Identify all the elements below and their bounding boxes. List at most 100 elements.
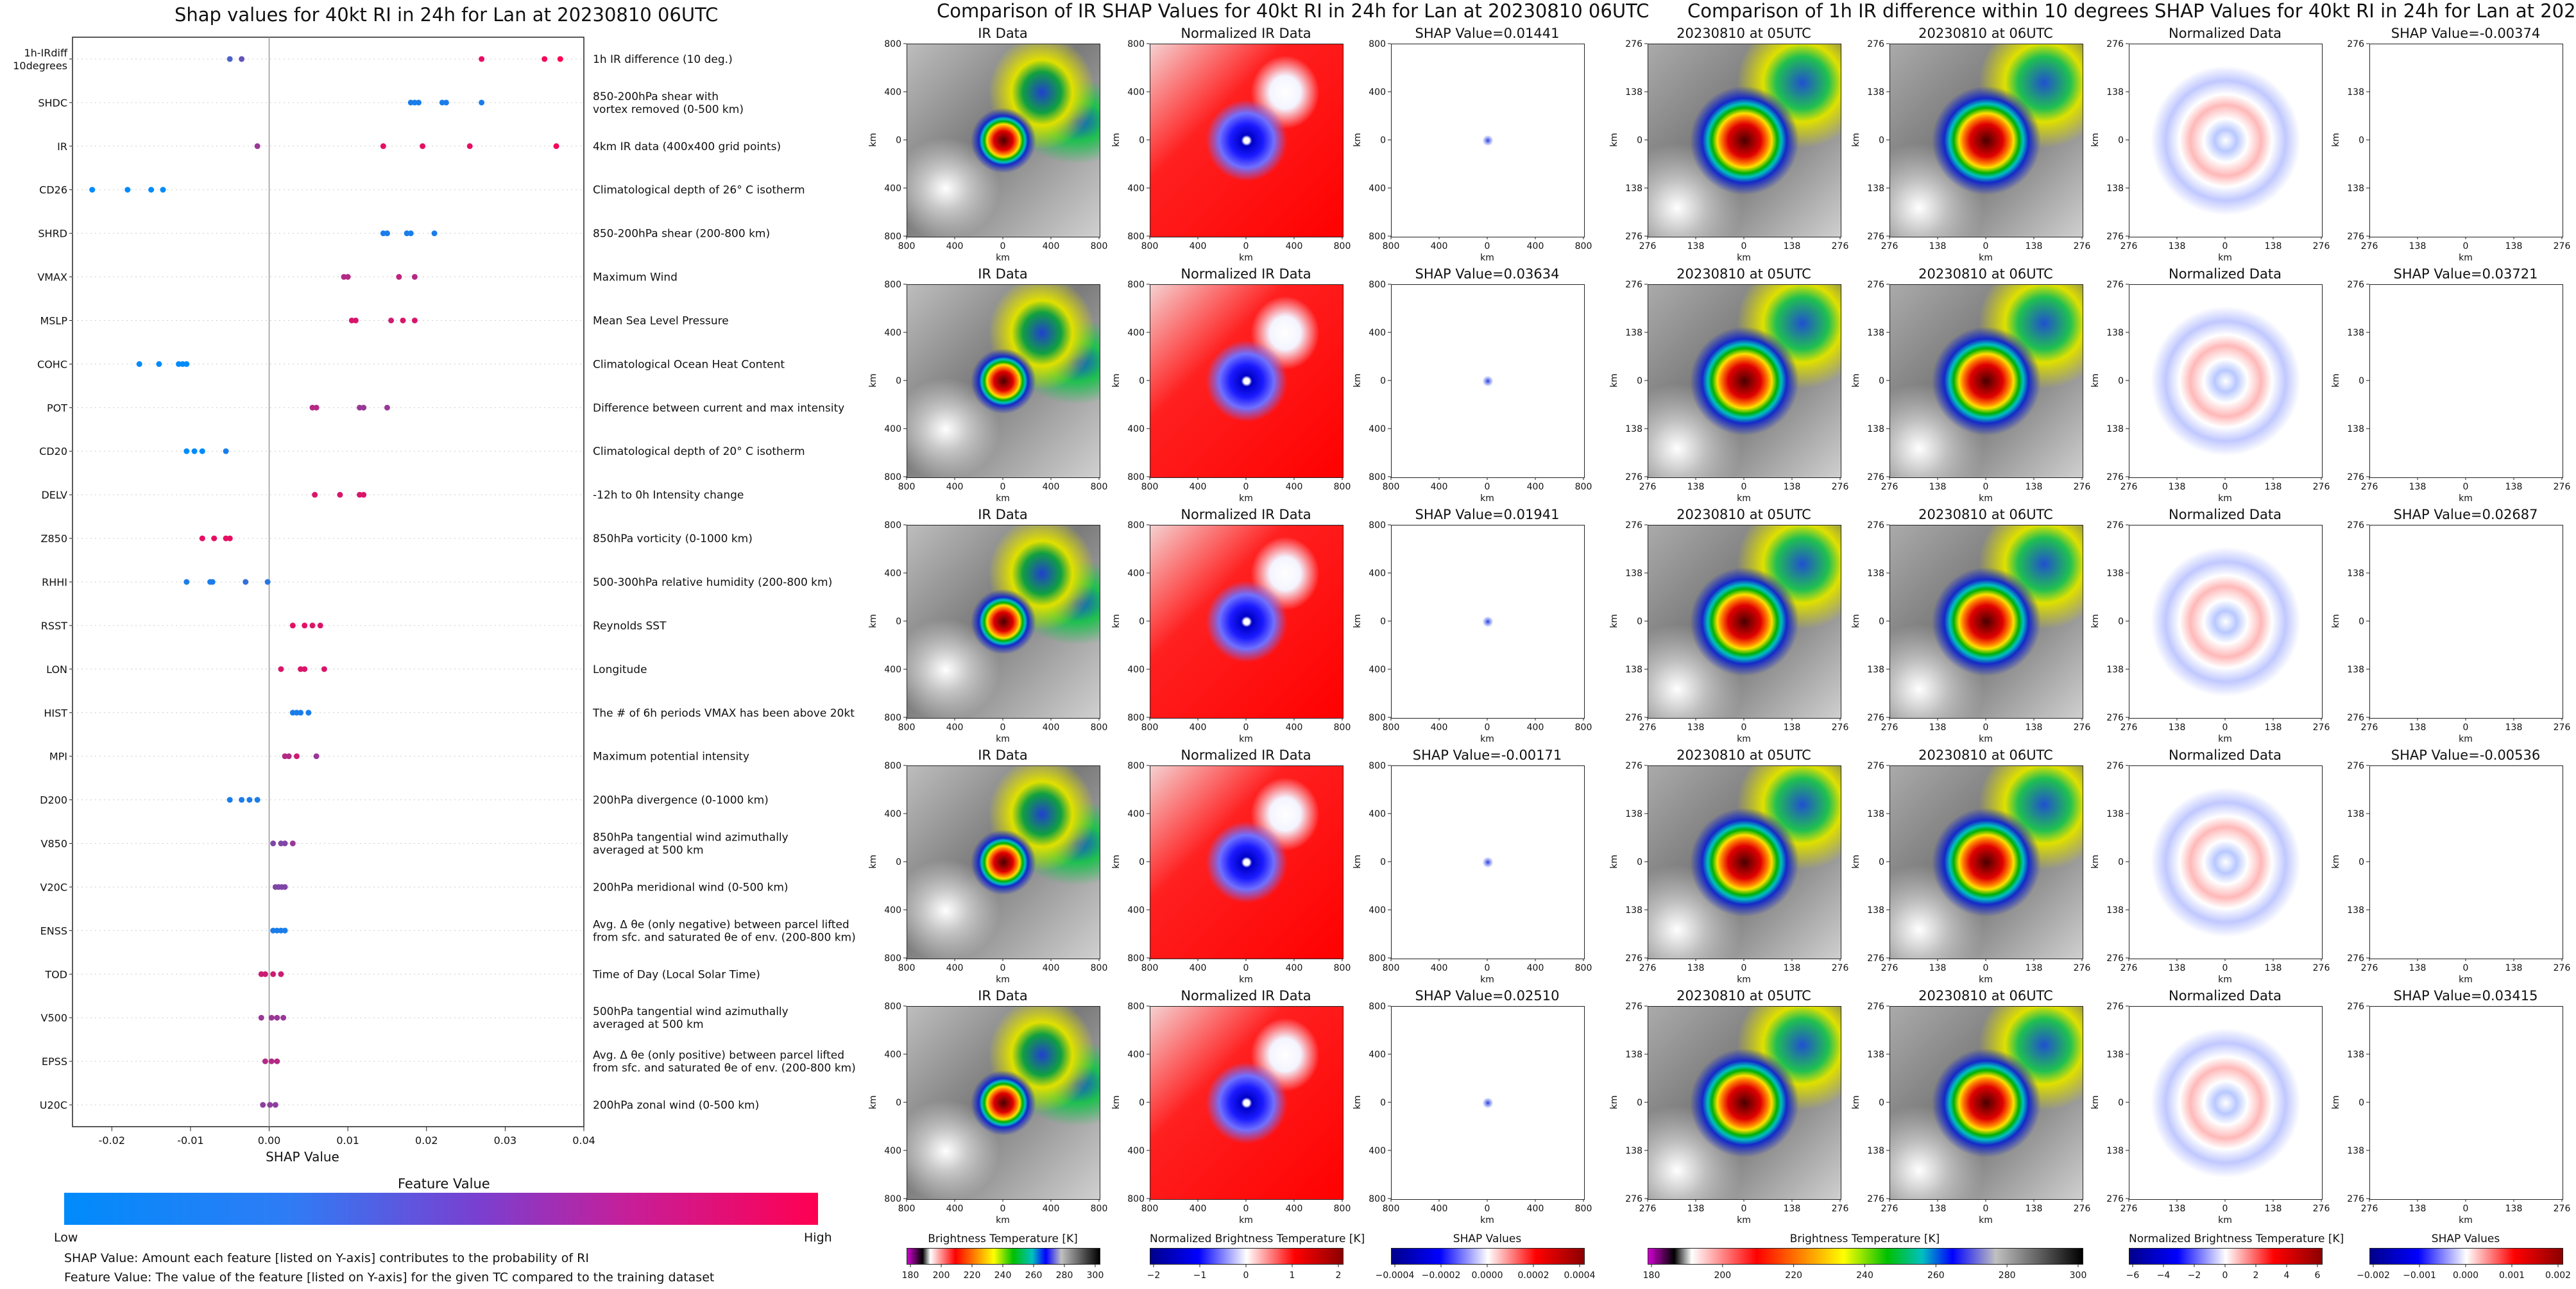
x-tick-label: 400 bbox=[1043, 963, 1060, 973]
feature-label: V20C bbox=[40, 881, 67, 893]
y-tick-label: 0 bbox=[1637, 857, 1642, 867]
y-tick-label: 800 bbox=[1369, 520, 1386, 531]
y-tick-label: 400 bbox=[1127, 1146, 1145, 1156]
y-axis-label: km bbox=[2331, 373, 2341, 388]
shap-panel-title: SHAP Value=-0.00536 bbox=[2391, 747, 2541, 763]
shap-point bbox=[262, 971, 268, 977]
y-axis-label: km bbox=[2090, 133, 2101, 147]
x-tick-label: 276 bbox=[2074, 722, 2091, 733]
shap-panel-title: SHAP Value=0.03634 bbox=[1415, 266, 1560, 282]
x-tick-label: 276 bbox=[2361, 241, 2378, 252]
x-tick-label: 800 bbox=[898, 1204, 916, 1214]
shap-point bbox=[345, 274, 351, 280]
x-tick-label: 138 bbox=[2265, 963, 2282, 973]
x-axis-label: km bbox=[1737, 975, 1751, 985]
x-tick-label: 138 bbox=[1784, 482, 1801, 492]
feature-label: HIST bbox=[44, 707, 67, 719]
y-tick-label: 400 bbox=[1127, 568, 1145, 579]
y-tick-label: 0 bbox=[1380, 376, 1386, 386]
x-tick-label: 400 bbox=[1431, 722, 1448, 733]
y-tick-label: 800 bbox=[884, 280, 901, 290]
shap-point bbox=[420, 143, 426, 149]
shap-point bbox=[289, 841, 296, 847]
x-tick-label: 400 bbox=[1190, 241, 1207, 252]
y-tick-label: 138 bbox=[1625, 184, 1642, 194]
colorbar-tick-label: −0.001 bbox=[2403, 1270, 2436, 1281]
shap-point bbox=[267, 1102, 273, 1108]
feature-value-note: Feature Value: The value of the feature … bbox=[64, 1270, 715, 1285]
y-axis-label: km bbox=[1609, 614, 1619, 628]
shap-point bbox=[479, 56, 485, 62]
x-tick-label: 138 bbox=[1687, 241, 1705, 252]
x-tick-label: 800 bbox=[1383, 482, 1400, 492]
ir-image-panel bbox=[1648, 765, 1841, 959]
x-axis-label: km bbox=[2218, 253, 2232, 263]
shap-summary-plot: 1h-IRdiff 10degrees 1h IR difference (10 d… bbox=[13, 37, 856, 1165]
x-tick-label: 138 bbox=[2026, 1204, 2043, 1214]
y-tick-label: 138 bbox=[2347, 184, 2364, 194]
x-tick-label: 0 bbox=[2222, 963, 2228, 973]
ir-image-panel bbox=[907, 525, 1100, 719]
x-tick-label: 400 bbox=[946, 241, 964, 252]
x-tick-label: 276 bbox=[2074, 1204, 2091, 1214]
feature-description: Reynolds SST bbox=[593, 620, 667, 633]
shap-point bbox=[317, 622, 323, 629]
x-tick-label: 138 bbox=[1929, 963, 1947, 973]
y-tick-label: 0 bbox=[1879, 135, 1884, 146]
colorbar-tick-label: 0.0002 bbox=[1518, 1270, 1549, 1281]
x-tick-label: 138 bbox=[1929, 1204, 1947, 1214]
x-tick-label: 276 bbox=[1639, 722, 1657, 733]
shap-panel-title: SHAP Value=0.02510 bbox=[1415, 988, 1560, 1003]
y-tick-label: 400 bbox=[1127, 1050, 1145, 1060]
y-tick-label: 800 bbox=[884, 472, 901, 482]
x-tick-label: 138 bbox=[2505, 241, 2523, 252]
x-tick-label: 800 bbox=[1334, 241, 1351, 252]
shap-point bbox=[239, 56, 245, 62]
y-tick-label: 800 bbox=[884, 1194, 901, 1204]
colorbar-tick-label: 240 bbox=[1856, 1270, 1873, 1281]
x-tick-label: 138 bbox=[2026, 482, 2043, 492]
x-axis-label: km bbox=[1480, 253, 1494, 263]
colorbar-tick-label: 220 bbox=[964, 1270, 981, 1281]
shap-point bbox=[272, 1102, 278, 1108]
y-tick-label: 138 bbox=[2347, 87, 2364, 98]
x-tick-label: 400 bbox=[1431, 963, 1448, 973]
shap-point bbox=[352, 317, 359, 323]
shap-point bbox=[388, 317, 395, 323]
x-tick-label: 138 bbox=[1687, 1204, 1705, 1214]
feature-description: 200hPa meridional wind (0-500 km) bbox=[593, 881, 789, 894]
x-tick-label: 138 bbox=[2265, 722, 2282, 733]
colorbar-tick-label: 0.001 bbox=[2499, 1270, 2525, 1281]
shap-point bbox=[160, 187, 166, 193]
y-axis-label: km bbox=[1111, 373, 1122, 388]
y-tick-label: 400 bbox=[1369, 1050, 1386, 1060]
ir-image-panel bbox=[907, 765, 1100, 959]
shap-heatmap-panel bbox=[1391, 765, 1585, 959]
colorbar-tick-label: 200 bbox=[933, 1270, 950, 1281]
x-axis-label: km bbox=[1239, 253, 1253, 263]
panel-title: Normalized Data bbox=[2169, 26, 2282, 41]
y-tick-label: 276 bbox=[2106, 953, 2124, 964]
colorbar-tick-label: 1 bbox=[1290, 1270, 1295, 1281]
y-tick-label: 0 bbox=[1139, 135, 1145, 146]
colorbar-tick-label: 260 bbox=[1927, 1270, 1945, 1281]
ir-image-panel bbox=[1889, 284, 2083, 478]
shap-panel-title: SHAP Value=0.02687 bbox=[2393, 507, 2538, 522]
feature-label: D200 bbox=[40, 794, 67, 807]
feature-label: SHDC bbox=[38, 97, 67, 109]
ir-image-panel bbox=[1150, 284, 1343, 478]
x-tick-label: 0 bbox=[1243, 963, 1249, 973]
x-tick-label: 800 bbox=[1091, 722, 1108, 733]
y-tick-label: 400 bbox=[884, 665, 901, 675]
x-tick-label: 138 bbox=[2265, 482, 2282, 492]
feature-description: Longitude bbox=[593, 663, 647, 676]
x-tick-label: 276 bbox=[1881, 722, 1898, 733]
x-tick-label: 400 bbox=[1043, 1204, 1060, 1214]
y-tick-label: 276 bbox=[2347, 472, 2364, 482]
colorbar-tick-label: 4 bbox=[2284, 1270, 2290, 1281]
shap-point bbox=[282, 927, 288, 934]
y-tick-label: 138 bbox=[2347, 568, 2364, 579]
y-axis-label: km bbox=[1609, 855, 1619, 869]
y-tick-label: 276 bbox=[2106, 472, 2124, 482]
shap-point bbox=[407, 230, 414, 237]
